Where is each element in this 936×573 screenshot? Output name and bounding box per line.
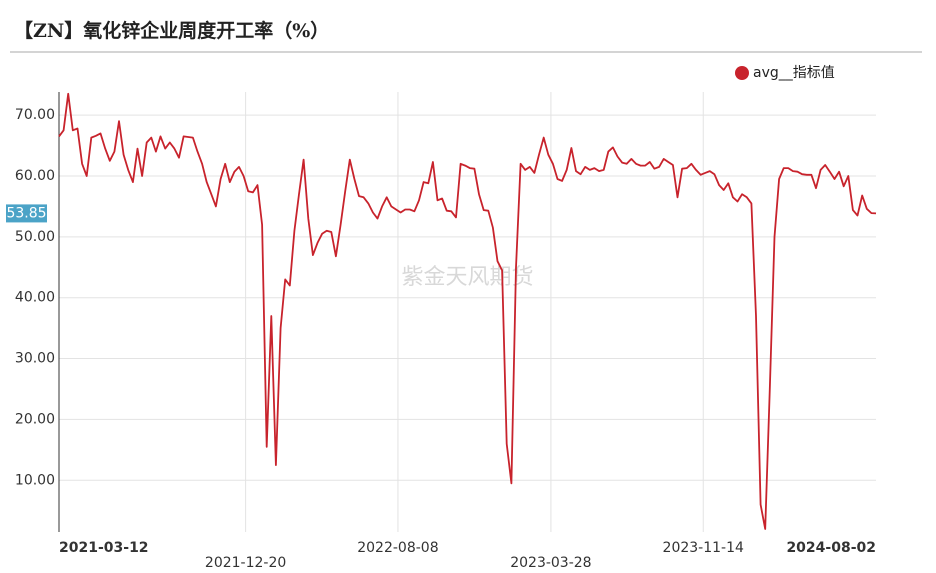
- y-tick-label: 20.00: [15, 411, 55, 427]
- y-tick-label: 40.00: [15, 290, 55, 306]
- data-line: [58, 92, 877, 530]
- x-tick-label: 2023-03-28: [510, 555, 591, 571]
- x-tick-label: 2022-08-08: [357, 540, 438, 556]
- x-tick-label: 2021-03-12: [59, 540, 149, 556]
- value-tag-label: 53.85: [6, 205, 46, 221]
- x-tick-label: 2023-11-14: [663, 540, 744, 556]
- chart-title: 【ZN】氧化锌企业周度开工率（%）: [14, 19, 329, 42]
- value-tag: [6, 204, 47, 223]
- watermark: 紫金天风期货: [401, 265, 533, 290]
- y-tick-label: 30.00: [15, 351, 55, 367]
- x-tick-label: 2024-08-02: [786, 540, 876, 556]
- y-tick-label: 10.00: [15, 472, 55, 488]
- y-tick-label: 70.00: [15, 107, 55, 123]
- y-tick-label: 50.00: [15, 229, 55, 245]
- x-tick-label: 2021-12-20: [205, 555, 286, 571]
- y-tick-label: 60.00: [15, 168, 55, 184]
- legend-label: avg__指标值: [753, 65, 835, 81]
- legend-marker: [735, 66, 749, 80]
